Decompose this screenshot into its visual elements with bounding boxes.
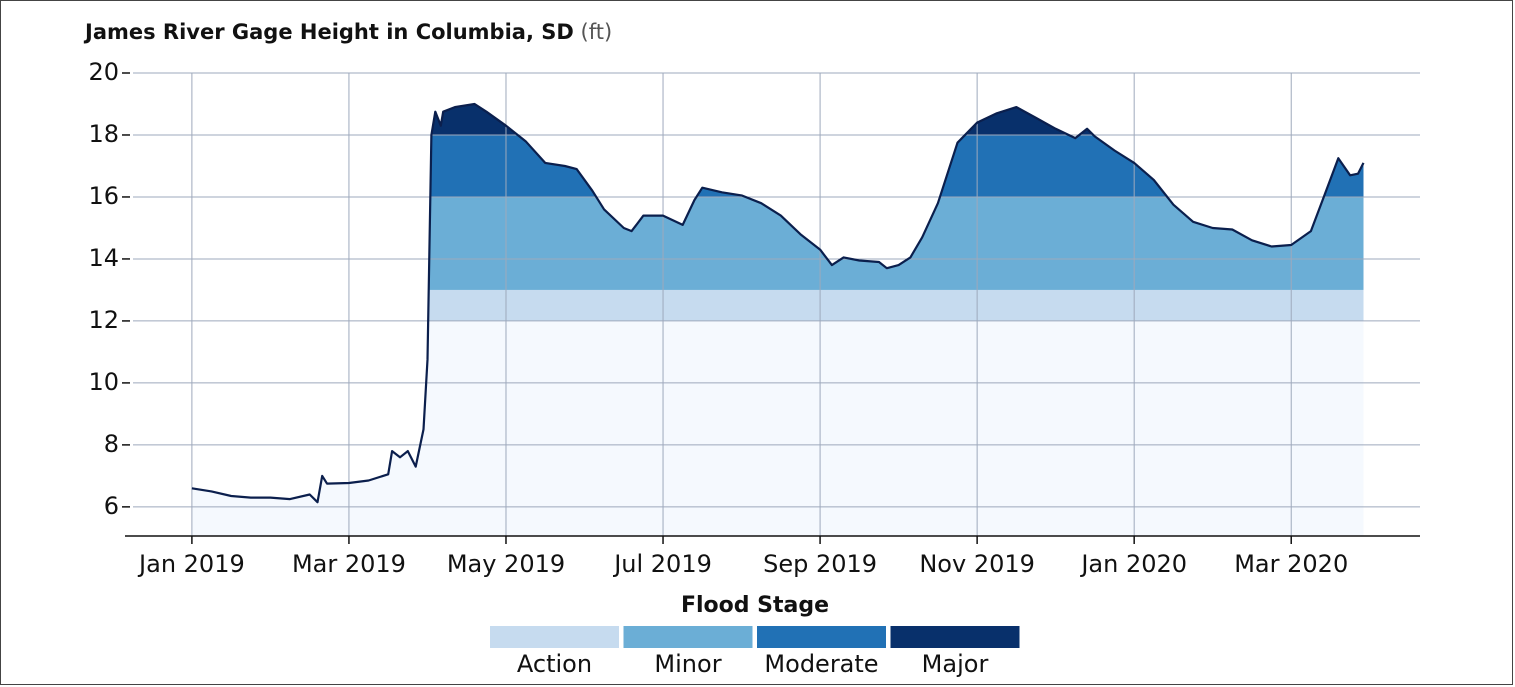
y-tick-label: 10	[88, 368, 119, 396]
x-tick-label: Mar 2020	[1234, 550, 1348, 578]
x-tick-label: May 2019	[447, 550, 565, 578]
legend-swatch	[757, 626, 886, 648]
unit-text: (ft)	[581, 20, 613, 44]
y-tick-label: 8	[104, 430, 119, 458]
legend-swatch	[490, 626, 619, 648]
x-tick-label: Sep 2019	[763, 550, 877, 578]
x-tick-label: Jan 2020	[1079, 550, 1187, 578]
legend-title: Flood Stage	[681, 593, 829, 618]
legend-label: Major	[922, 650, 989, 678]
y-tick-label: 18	[88, 120, 119, 148]
legend-label: Minor	[654, 650, 721, 678]
x-tick-label: Jan 2019	[137, 550, 245, 578]
y-tick-label: 16	[88, 182, 119, 210]
x-tick-label: Jul 2019	[612, 550, 712, 578]
y-tick-label: 14	[88, 244, 119, 272]
title-text: James River Gage Height in Columbia, SD	[83, 20, 574, 44]
x-tick-label: Mar 2019	[292, 550, 406, 578]
y-tick-label: 12	[88, 306, 119, 334]
legend-swatch	[890, 626, 1020, 648]
chart-title: James River Gage Height in Columbia, SD …	[83, 20, 612, 44]
y-tick-label: 20	[88, 58, 119, 86]
legend-label: Moderate	[764, 650, 878, 678]
legend-swatch	[623, 626, 753, 648]
legend-label: Action	[517, 650, 592, 678]
gage-line	[191, 102, 1365, 504]
x-tick-label: Nov 2019	[919, 550, 1035, 578]
y-tick-label: 6	[104, 492, 119, 520]
grid	[133, 72, 1420, 536]
